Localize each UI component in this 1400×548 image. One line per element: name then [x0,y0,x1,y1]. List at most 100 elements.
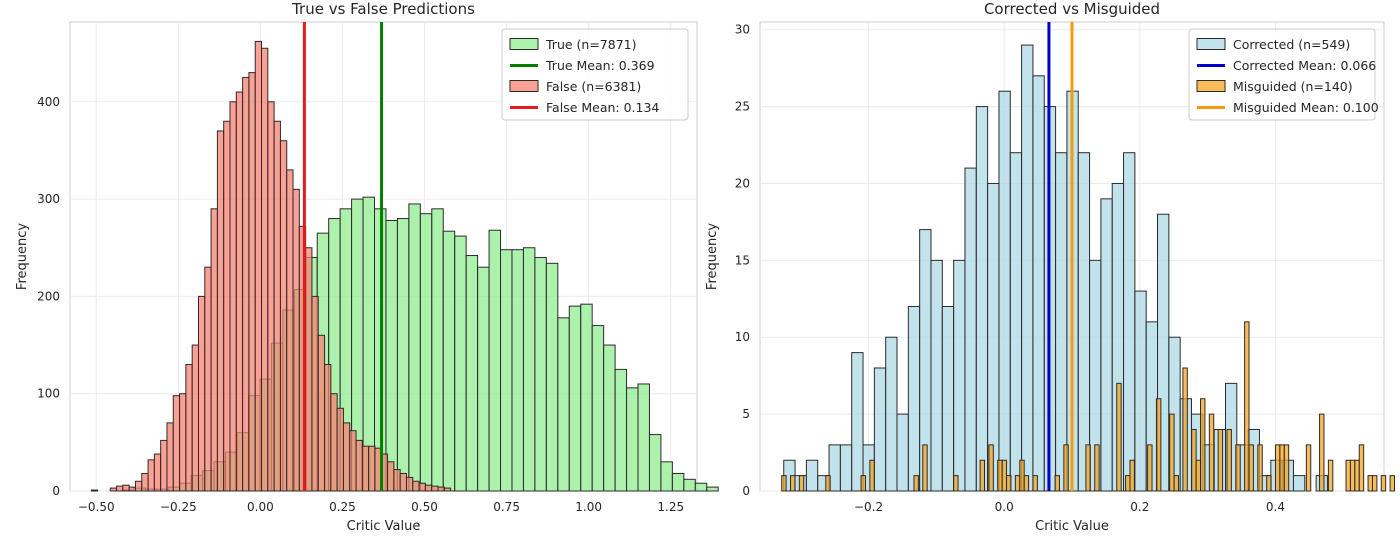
bar [172,395,181,492]
bar [580,303,593,492]
bar [229,101,237,492]
x-tick-label: 0.0 [995,500,1014,514]
bar [1032,475,1038,492]
bar [1283,444,1290,492]
bar [424,484,433,492]
chart-title: Corrected vs Misguided [984,0,1160,18]
y-axis-label: Frequency [705,223,720,290]
bar [869,459,875,492]
x-axis-label: Critic Value [1035,519,1109,534]
x-tick-label: −0.2 [854,500,883,514]
legend-frame [501,28,689,121]
bar [179,393,187,492]
bar [437,486,445,492]
x-tick-label: 1.00 [575,500,602,514]
bar [488,229,502,492]
bar [242,76,250,492]
bar [1195,459,1202,492]
bar [431,208,444,492]
bar [1116,382,1122,492]
bar [109,487,118,492]
bar [930,259,943,492]
bar [1055,152,1068,492]
bar [1200,398,1206,492]
x-tick-label: 0.50 [411,500,438,514]
legend-label: True Mean: 0.369 [545,58,655,73]
bar [706,486,719,492]
bar [568,305,582,492]
bar [419,213,433,492]
bar [1125,475,1131,492]
bar [953,259,966,492]
bar [1319,413,1325,492]
x-tick-label: 0.2 [1130,500,1149,514]
bar [90,489,99,492]
bar [1023,475,1030,492]
y-tick-label: 30 [735,23,750,37]
bar [191,344,199,492]
bar [393,469,401,492]
bar [465,255,479,492]
bar [292,188,300,492]
bar [1014,475,1021,492]
bar [860,475,866,492]
x-tick-label: 0.00 [247,500,274,514]
bar [204,266,212,492]
bar [116,485,124,492]
bar [1371,475,1378,492]
tick-labels: −0.50 −0.25 0.00 0.25 0.50 0.75 1.00 1.25 0 100 20… [37,95,684,514]
bar [1123,152,1136,492]
bar [1182,367,1188,492]
bar [324,364,332,492]
legend-item-false-mean-0-134: False Mean: 0.134 [510,100,659,115]
legend-item-corrected-mean-0-066: Corrected Mean: 0.066 [1197,58,1376,73]
bar [317,334,326,492]
legend-item-true-n-7871: True (n=7871) [509,37,637,52]
bar [286,169,294,492]
bar [1248,444,1254,492]
bar [941,305,955,492]
bar [603,344,616,492]
bar [305,247,313,492]
bar [399,472,407,492]
bar [511,249,524,492]
legend-item-true-mean-0-369: True Mean: 0.369 [510,58,655,73]
y-tick-label: 20 [735,176,750,190]
legend-patch-swatch [509,80,539,92]
y-tick-label: 200 [37,289,60,303]
bar [614,368,628,492]
bar [1077,152,1091,492]
bar [261,47,269,492]
y-tick-label: 10 [735,330,750,344]
bar [1279,444,1285,492]
bar [412,480,420,492]
bar [147,459,155,492]
y-tick-label: 15 [735,253,750,267]
x-tick-label: −0.25 [160,500,197,514]
bar [1155,398,1162,492]
bar [1129,459,1135,492]
bar [1292,475,1306,492]
bar [988,444,994,492]
mean-lines [302,22,384,491]
bars [90,40,719,492]
bar [979,459,986,492]
bar [477,266,490,492]
legend-item-false-n-6381: False (n=6381) [509,79,641,94]
bar [873,367,887,492]
bar [160,439,168,492]
bar [626,387,639,492]
legend-label: Corrected Mean: 0.066 [1233,58,1376,73]
y-tick-label: 100 [37,387,60,401]
bar [913,475,919,492]
legend-patch-swatch [509,38,539,50]
bar [254,40,263,492]
bar [500,249,513,492]
tick-labels: −0.2 0.0 0.2 0.4 0 5 10 15 20 25 30 [735,23,1285,514]
bar [997,459,1003,492]
bar [1367,475,1373,492]
bar [798,475,805,492]
bar [342,422,351,492]
bar [1235,444,1241,492]
bar [998,90,1011,492]
